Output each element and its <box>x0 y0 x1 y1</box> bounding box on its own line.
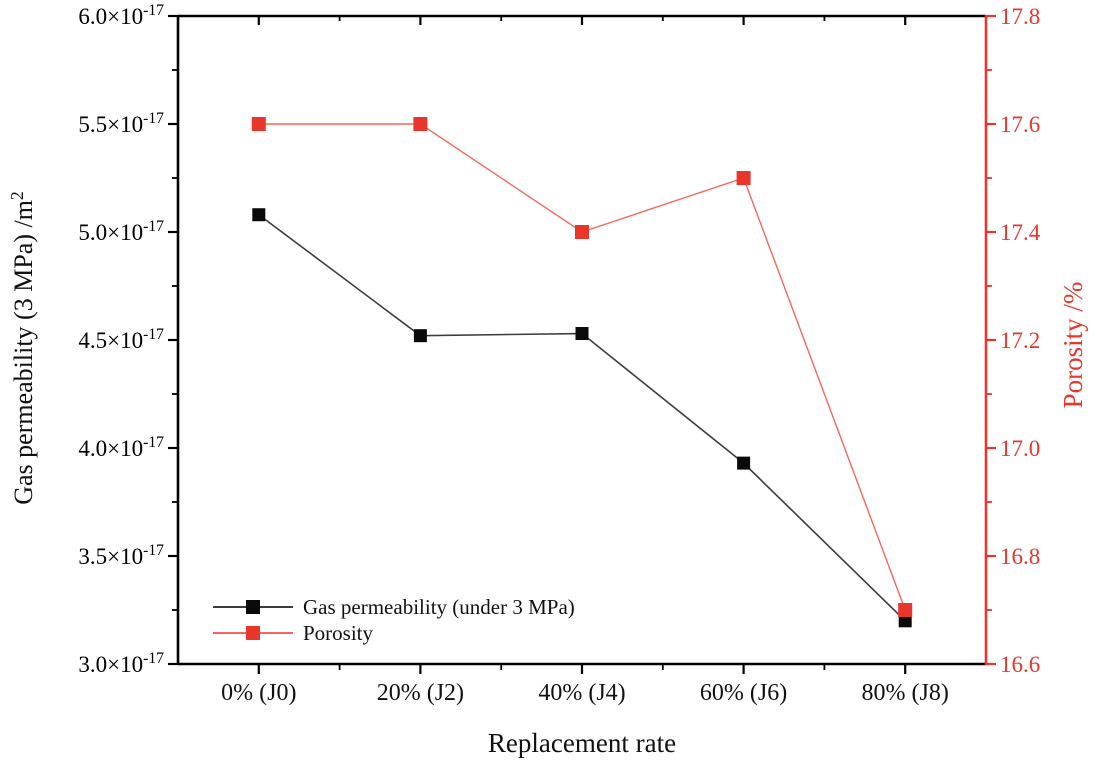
legend-entry-label: Gas permeability (under 3 MPa) <box>303 595 575 619</box>
data-point-marker <box>898 614 912 628</box>
right-axis-tick-label: 16.6 <box>1000 652 1040 677</box>
right-axis-tick-label: 17.8 <box>1000 4 1040 29</box>
right-axis-tick-label: 17.2 <box>1000 328 1040 353</box>
x-tick-label: 80% (J8) <box>862 680 949 706</box>
legend-entry-label: Porosity <box>303 621 374 645</box>
series-line <box>258 214 906 622</box>
data-point-marker <box>252 208 266 222</box>
x-axis-title: Replacement rate <box>488 728 676 758</box>
data-point-marker <box>737 456 751 470</box>
data-point-marker <box>413 117 428 131</box>
x-tick-label: 0% (J0) <box>221 680 296 706</box>
legend-marker <box>246 626 260 640</box>
data-point-marker <box>575 327 589 341</box>
left-axis-tick-label: 3.5×10-17 <box>78 542 164 569</box>
data-point-marker <box>898 603 913 617</box>
left-axis-tick-label: 4.5×10-17 <box>78 326 164 353</box>
right-axis-tick-label: 16.8 <box>1000 544 1040 569</box>
right-axis-tick-label: 17.0 <box>1000 436 1040 461</box>
series-gas-permeability-under-3-mpa <box>252 208 912 628</box>
legend-marker <box>246 600 260 614</box>
axis-titles: Replacement rate Gas permeability (3 MPa)… <box>7 191 1088 758</box>
x-tick-label: 60% (J6) <box>700 680 787 706</box>
x-tick-label: 20% (J2) <box>377 680 464 706</box>
data-point-marker <box>575 225 589 239</box>
right-axis-tick-label: 17.6 <box>1000 112 1040 137</box>
left-axis-title: Gas permeability (3 MPa) /m2 <box>7 191 38 505</box>
left-axis-tick-label: 3.0×10-17 <box>78 650 164 677</box>
series-porosity <box>251 117 913 617</box>
left-axis-tick-label: 4.0×10-17 <box>78 434 164 461</box>
left-axis-tick-label: 6.0×10-17 <box>78 2 164 29</box>
x-axis: 0% (J0) 20% (J2) 40% (J4) 60% (J6) 80% (J8) <box>221 16 949 706</box>
left-axis: 3.0×10-17 3.5×10-17 4.0×10-17 4.5×10-17 5.0×… <box>78 2 178 677</box>
data-point-marker <box>251 117 266 131</box>
x-tick-label: 40% (J4) <box>538 680 625 706</box>
series-line <box>258 123 906 611</box>
right-axis: 16.6 16.8 17.0 17.2 17.4 17.6 17.8 <box>986 4 1041 677</box>
right-axis-title: Porosity /% <box>1058 282 1088 409</box>
right-axis-tick-label: 17.4 <box>1000 220 1041 245</box>
legend: Gas permeability (under 3 MPa)Porosity <box>213 595 575 645</box>
data-point-marker <box>413 329 427 343</box>
left-axis-tick-label: 5.5×10-17 <box>78 110 164 137</box>
plot-frame <box>176 14 988 666</box>
left-axis-tick-label: 5.0×10-17 <box>78 218 164 245</box>
data-point-marker <box>736 171 751 185</box>
